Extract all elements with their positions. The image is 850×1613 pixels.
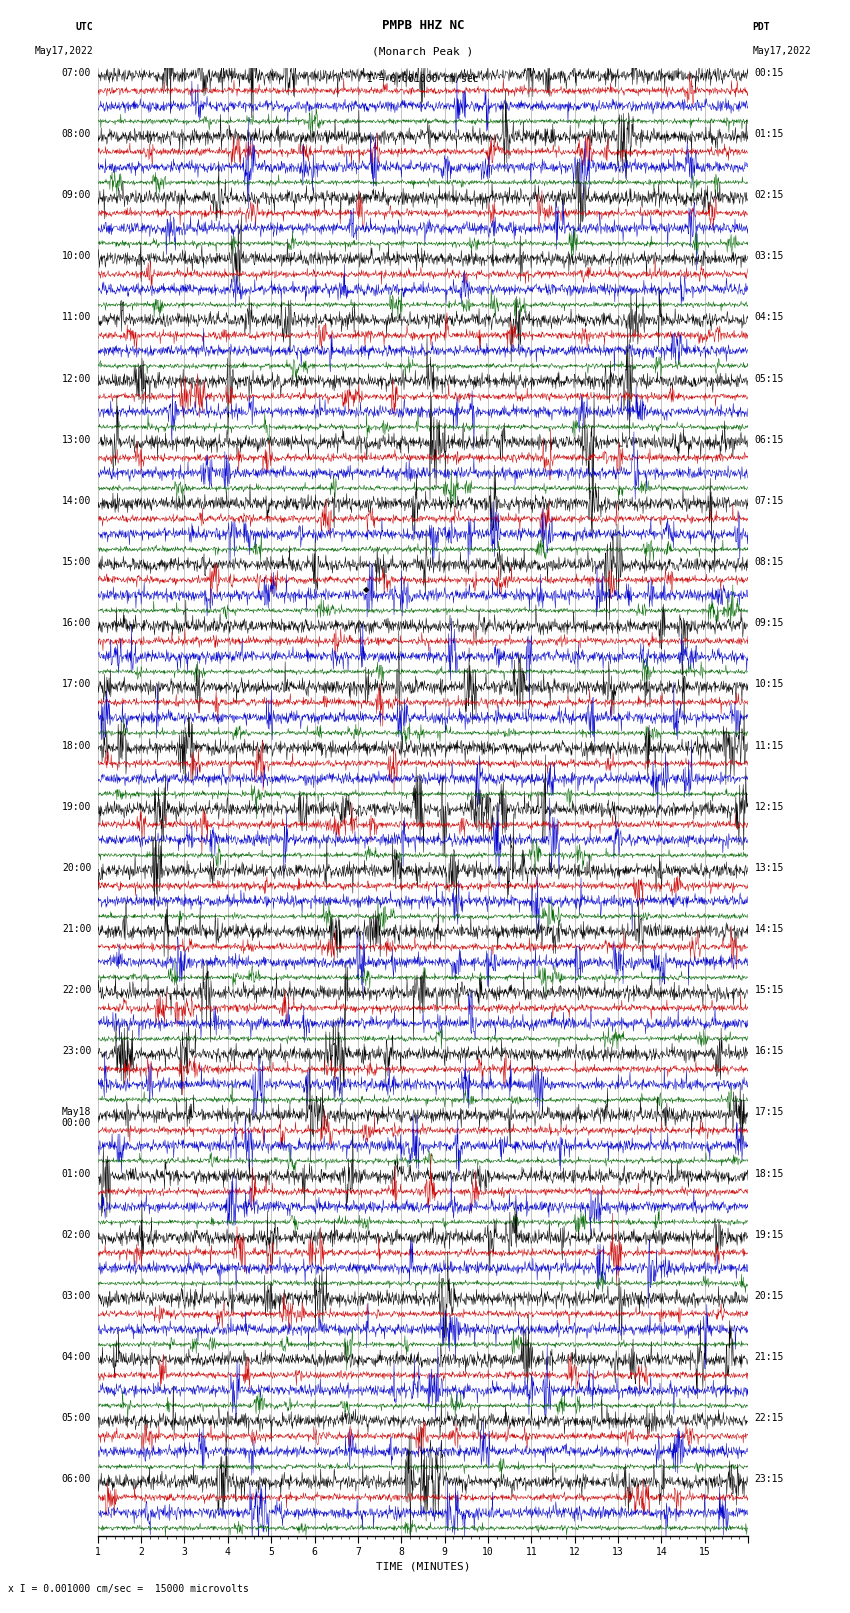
Text: 07:00: 07:00: [62, 68, 91, 77]
Text: x I = 0.001000 cm/sec =  15000 microvolts: x I = 0.001000 cm/sec = 15000 microvolts: [8, 1584, 249, 1594]
Text: 05:00: 05:00: [62, 1413, 91, 1423]
Text: 00:15: 00:15: [755, 68, 784, 77]
Text: 09:00: 09:00: [62, 190, 91, 200]
Text: PMPB HHZ NC: PMPB HHZ NC: [382, 19, 464, 32]
Text: 16:00: 16:00: [62, 618, 91, 627]
Text: I = 0.001000 cm/sec: I = 0.001000 cm/sec: [367, 74, 479, 84]
Text: 03:00: 03:00: [62, 1290, 91, 1302]
Text: 13:15: 13:15: [755, 863, 784, 873]
Text: 12:00: 12:00: [62, 374, 91, 384]
Text: 19:15: 19:15: [755, 1229, 784, 1240]
Text: 08:00: 08:00: [62, 129, 91, 139]
Text: 01:00: 01:00: [62, 1168, 91, 1179]
Text: 09:15: 09:15: [755, 618, 784, 627]
Text: 05:15: 05:15: [755, 374, 784, 384]
Text: 03:15: 03:15: [755, 252, 784, 261]
Text: 11:00: 11:00: [62, 313, 91, 323]
Text: PDT: PDT: [752, 23, 770, 32]
Text: 17:15: 17:15: [755, 1108, 784, 1118]
Text: UTC: UTC: [76, 23, 94, 32]
Text: 02:00: 02:00: [62, 1229, 91, 1240]
Text: 11:15: 11:15: [755, 740, 784, 750]
Text: 22:15: 22:15: [755, 1413, 784, 1423]
Text: 21:15: 21:15: [755, 1352, 784, 1361]
Text: 18:00: 18:00: [62, 740, 91, 750]
Text: 18:15: 18:15: [755, 1168, 784, 1179]
Text: May18
00:00: May18 00:00: [62, 1108, 91, 1127]
Text: 23:15: 23:15: [755, 1474, 784, 1484]
Text: 08:15: 08:15: [755, 556, 784, 568]
Text: 14:15: 14:15: [755, 924, 784, 934]
Text: 06:15: 06:15: [755, 436, 784, 445]
Text: May17,2022: May17,2022: [752, 47, 811, 56]
X-axis label: TIME (MINUTES): TIME (MINUTES): [376, 1561, 470, 1571]
Text: 20:00: 20:00: [62, 863, 91, 873]
Text: 07:15: 07:15: [755, 495, 784, 506]
Text: 19:00: 19:00: [62, 802, 91, 811]
Text: ◆: ◆: [363, 586, 370, 594]
Text: May17,2022: May17,2022: [35, 47, 94, 56]
Text: 04:00: 04:00: [62, 1352, 91, 1361]
Text: 10:15: 10:15: [755, 679, 784, 689]
Text: 20:15: 20:15: [755, 1290, 784, 1302]
Text: 12:15: 12:15: [755, 802, 784, 811]
Text: 15:15: 15:15: [755, 986, 784, 995]
Text: 04:15: 04:15: [755, 313, 784, 323]
Text: 17:00: 17:00: [62, 679, 91, 689]
Text: 15:00: 15:00: [62, 556, 91, 568]
Text: 01:15: 01:15: [755, 129, 784, 139]
Text: 23:00: 23:00: [62, 1047, 91, 1057]
Text: 21:00: 21:00: [62, 924, 91, 934]
Text: 06:00: 06:00: [62, 1474, 91, 1484]
Text: 10:00: 10:00: [62, 252, 91, 261]
Text: 02:15: 02:15: [755, 190, 784, 200]
Text: 16:15: 16:15: [755, 1047, 784, 1057]
Text: 22:00: 22:00: [62, 986, 91, 995]
Text: (Monarch Peak ): (Monarch Peak ): [372, 47, 473, 56]
Text: 13:00: 13:00: [62, 436, 91, 445]
Text: 14:00: 14:00: [62, 495, 91, 506]
